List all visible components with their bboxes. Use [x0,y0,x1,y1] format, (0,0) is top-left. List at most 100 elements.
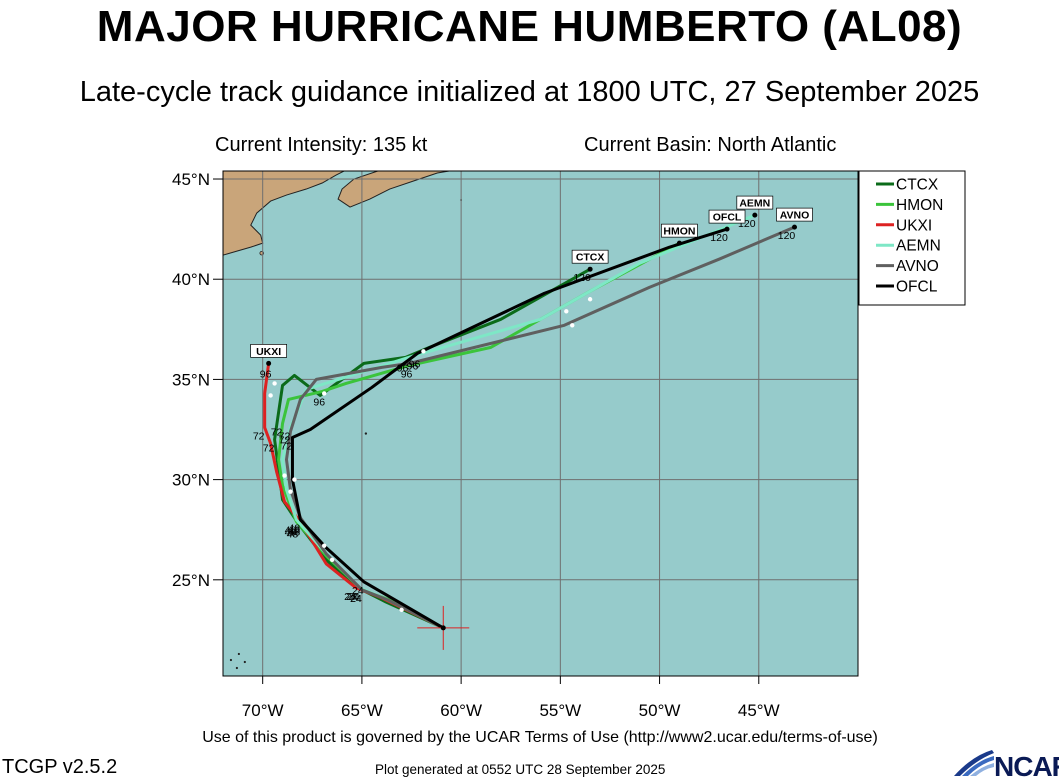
tau-label-ofcl: 96 [409,358,421,370]
tau-label-ukxi: 24 [344,591,356,603]
generated-timestamp: Plot generated at 0552 UTC 28 September … [375,762,666,777]
track-marker [564,309,569,314]
track-marker [322,391,327,396]
ncar-logo-text: NCAR [994,751,1059,782]
track-marker [399,607,404,613]
track-end-dot-ukxi [266,360,272,366]
legend-box [858,170,966,306]
end-label-box-avno [776,207,813,222]
track-marker [282,473,287,478]
y-tick-label: 40°N [172,270,210,289]
tau-label-hmon: 48 [285,527,297,539]
y-tick-label: 45°N [172,170,210,189]
x-tick-label: 55°W [539,701,581,720]
end-label-ctcx: CTCX [576,252,605,264]
tau-label-ofcl: 24 [352,585,364,597]
land-bermuda [364,432,368,435]
x-tick-label: 50°W [639,701,681,720]
land-caribbean-islet [237,652,240,656]
tau-label-aemn: 72 [279,431,291,443]
legend-entry: UKXI [896,217,932,234]
track-marker [329,557,335,562]
tau-label-ukxi: 96 [260,368,272,380]
track-end-dot-hmon [676,240,682,246]
tau-label-aemn: 24 [348,591,360,603]
map-area: 24487296120CTCX24487296HMON24487296UKXI2… [223,171,858,676]
tau-label-aemn: 48 [285,525,297,537]
legend-entry: CTCX [896,177,939,194]
track-line-ofcl [290,227,728,630]
track-marker [570,323,575,328]
track-end-dot-ofcl [724,226,730,232]
tau-label-ctcx: 120 [573,272,591,284]
end-label-aemn: AEMN [739,198,770,210]
legend-entry: OFCL [896,279,938,296]
grid-lines [223,171,858,676]
tau-label-ofcl: 48 [289,525,301,537]
current-position-dot [440,625,446,631]
end-label-box-ofcl [708,209,746,224]
track-marker [587,297,593,302]
tau-label-ukxi: 72 [253,431,265,443]
land-caribbean-islet [229,658,233,662]
track-marker [322,543,327,548]
x-tick-label: 45°W [738,701,780,720]
land-caribbean-islet [243,660,246,664]
tau-label-avno: 96 [401,368,413,380]
tau-label-ofcl: 120 [710,232,728,244]
end-label-ofcl: OFCL [713,212,742,224]
x-tick-label: 65°W [341,701,383,720]
chart-subtitle: Late-cycle track guidance initialized at… [79,76,980,108]
track-labels: 24487296120CTCX24487296HMON24487296UKXI2… [250,195,813,650]
end-label-box-ukxi [250,344,287,358]
end-label-ukxi: UKXI [256,346,281,358]
tau-label-aemn: 96 [407,360,419,372]
ocean [223,171,858,676]
terms-of-use: Use of this product is governed by the U… [202,729,878,746]
tau-label-hmon: 96 [313,396,325,408]
tau-label-avno: 24 [350,593,362,605]
current-intensity: Current Intensity: 135 kt [215,134,428,156]
map-frame [222,170,859,677]
tau-label-hmon: 24 [350,593,362,605]
land-caribbean-islet [235,666,238,670]
track-marker [288,489,293,494]
tau-label-ctcx: 48 [287,529,299,541]
chart-title: MAJOR HURRICANE HUMBERTO (AL08) [96,2,963,51]
legend-entry: AEMN [896,238,941,255]
end-label-avno: AVNO [780,210,810,222]
land-cape-breton [431,171,452,172]
track-end-dot-avno [792,224,797,230]
tau-label-ctcx: 24 [346,591,358,603]
end-label-box-aemn [736,195,774,210]
legend-entry: HMON [896,197,943,214]
end-label-box-hmon [661,223,698,238]
tau-label-avno: 72 [279,435,291,447]
x-tick-label: 70°W [242,701,284,720]
model-tracks [263,213,796,631]
y-tick-label: 35°N [172,370,210,389]
x-tick-label: 60°W [440,701,482,720]
current-basin: Current Basin: North Atlantic [584,134,837,156]
track-line-avno [285,225,796,630]
legend-entry: AVNO [896,258,939,275]
tau-label-ctcx: 96 [397,362,409,374]
end-label-box-ctcx [571,249,609,264]
land-new-england [223,171,345,256]
axes: 70°W 65°W 60°W 55°W 50°W 45°W 45°N 40°N 35°N 30°N… [172,170,780,720]
track-end-dot-aemn [752,212,758,218]
tau-label-ukxi: 48 [289,527,301,539]
y-tick-label: 30°N [172,471,210,490]
track-end-dot-ctcx [587,266,593,272]
track-marker [421,349,426,354]
tau-label-avno: 120 [778,230,796,242]
track-marker [272,381,277,386]
ncar-logo-icon [954,750,994,776]
track-marker [292,477,297,482]
y-tick-label: 25°N [172,571,210,590]
end-label-hmon: HMON [663,226,695,238]
legend: CTCX HMON UKXI AEMN AVNO OFCL [858,170,966,306]
tau-label-avno: 48 [289,523,301,535]
tau-label-ofcl: 72 [281,441,293,453]
